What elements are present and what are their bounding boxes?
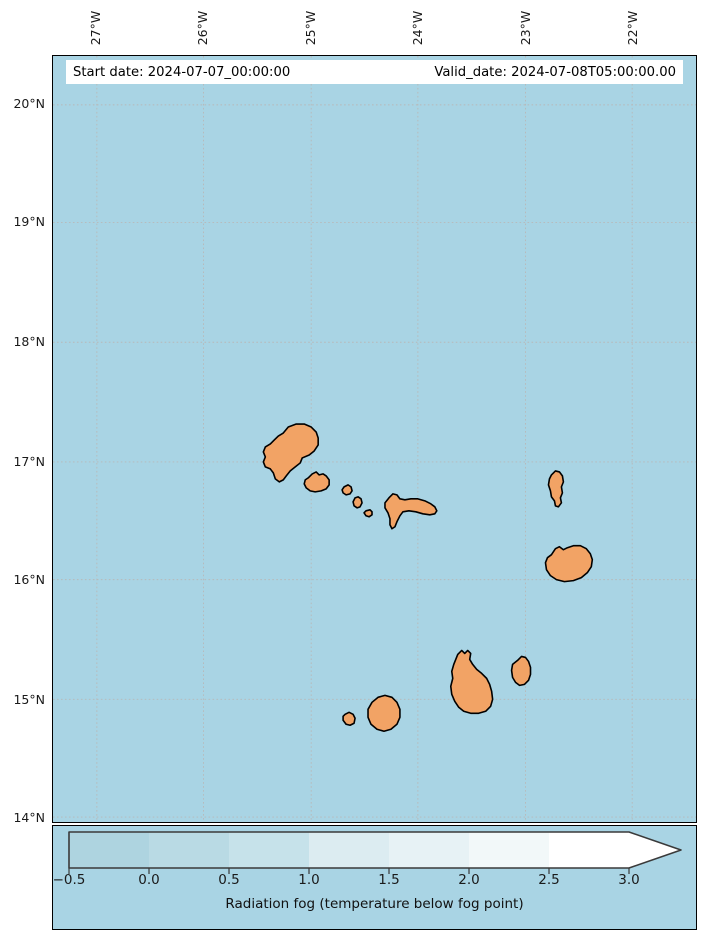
island-raso bbox=[363, 509, 373, 518]
island-maio bbox=[510, 655, 532, 687]
colorbar-tick-label-5: 2.0 bbox=[458, 872, 480, 888]
ytick-label-17n: 17°N bbox=[13, 454, 45, 469]
island-boa-vista bbox=[544, 544, 594, 583]
colorbar-tick-label-3: 1.0 bbox=[298, 872, 320, 888]
island-santo-antao bbox=[262, 423, 319, 483]
colorbar-bar[interactable] bbox=[68, 831, 682, 874]
header-annotation-box: Start date: 2024-07-07_00:00:00 Valid_da… bbox=[66, 60, 683, 84]
xtick-label-23w: 23°W bbox=[518, 10, 533, 46]
colorbar-band-2 bbox=[229, 832, 309, 868]
start-date-label: Start date: 2024-07-07_00:00:00 bbox=[73, 64, 291, 80]
island-fogo bbox=[367, 694, 401, 733]
colorbar-outline bbox=[68, 831, 682, 869]
colorbar-tick-label-4: 1.5 bbox=[378, 872, 400, 888]
xtick-label-25w: 25°W bbox=[303, 10, 318, 46]
ytick-label-15n: 15°N bbox=[13, 692, 45, 707]
colorbar-tick-label-0: −0.5 bbox=[52, 872, 86, 888]
xtick-label-27w: 27°W bbox=[88, 10, 103, 46]
xtick-label-24w: 24°W bbox=[410, 10, 425, 46]
colorbar-band-6 bbox=[549, 832, 629, 868]
xtick-label-22w: 22°W bbox=[625, 10, 640, 46]
colorbar-tick-marks bbox=[68, 868, 630, 874]
colorbar-svg bbox=[68, 831, 682, 874]
colorbar-bands bbox=[69, 832, 681, 868]
island-sao-vicente bbox=[303, 471, 330, 493]
colorbar-tick-label-7: 3.0 bbox=[618, 872, 640, 888]
island-branco bbox=[352, 496, 363, 509]
island-santiago bbox=[449, 649, 494, 715]
colorbar-axis-label: Radiation fog (temperature below fog poi… bbox=[225, 896, 524, 912]
colorbar-band-4 bbox=[389, 832, 469, 868]
island-sal bbox=[547, 470, 565, 508]
ytick-label-14n: 14°N bbox=[13, 810, 45, 825]
map-axes[interactable] bbox=[52, 55, 697, 823]
ytick-label-20n: 20°N bbox=[13, 96, 45, 111]
colorbar-band-0 bbox=[69, 832, 149, 868]
landmass-group bbox=[262, 423, 594, 733]
xtick-label-26w: 26°W bbox=[195, 10, 210, 46]
ytick-label-16n: 16°N bbox=[13, 572, 45, 587]
colorbar-band-5 bbox=[469, 832, 549, 868]
colorbar-panel: −0.5 0.0 0.5 1.0 1.5 2.0 2.5 3.0 Radiati… bbox=[52, 825, 697, 930]
colorbar-band-3 bbox=[309, 832, 389, 868]
colorbar-band-1 bbox=[149, 832, 229, 868]
colorbar-tick-label-6: 2.5 bbox=[538, 872, 560, 888]
map-svg bbox=[53, 56, 696, 822]
island-brava bbox=[342, 711, 356, 727]
ytick-label-19n: 19°N bbox=[13, 214, 45, 229]
map-gridlines bbox=[53, 56, 696, 822]
island-santa-luzia bbox=[341, 484, 353, 496]
island-sao-nicolau bbox=[384, 493, 438, 530]
colorbar-tick-label-2: 0.5 bbox=[218, 872, 240, 888]
ytick-label-18n: 18°N bbox=[13, 334, 45, 349]
colorbar-extend-arrow bbox=[629, 832, 681, 868]
valid-date-label: Valid_date: 2024-07-08T05:00:00.00 bbox=[434, 64, 676, 80]
colorbar-tick-label-1: 0.0 bbox=[138, 872, 160, 888]
